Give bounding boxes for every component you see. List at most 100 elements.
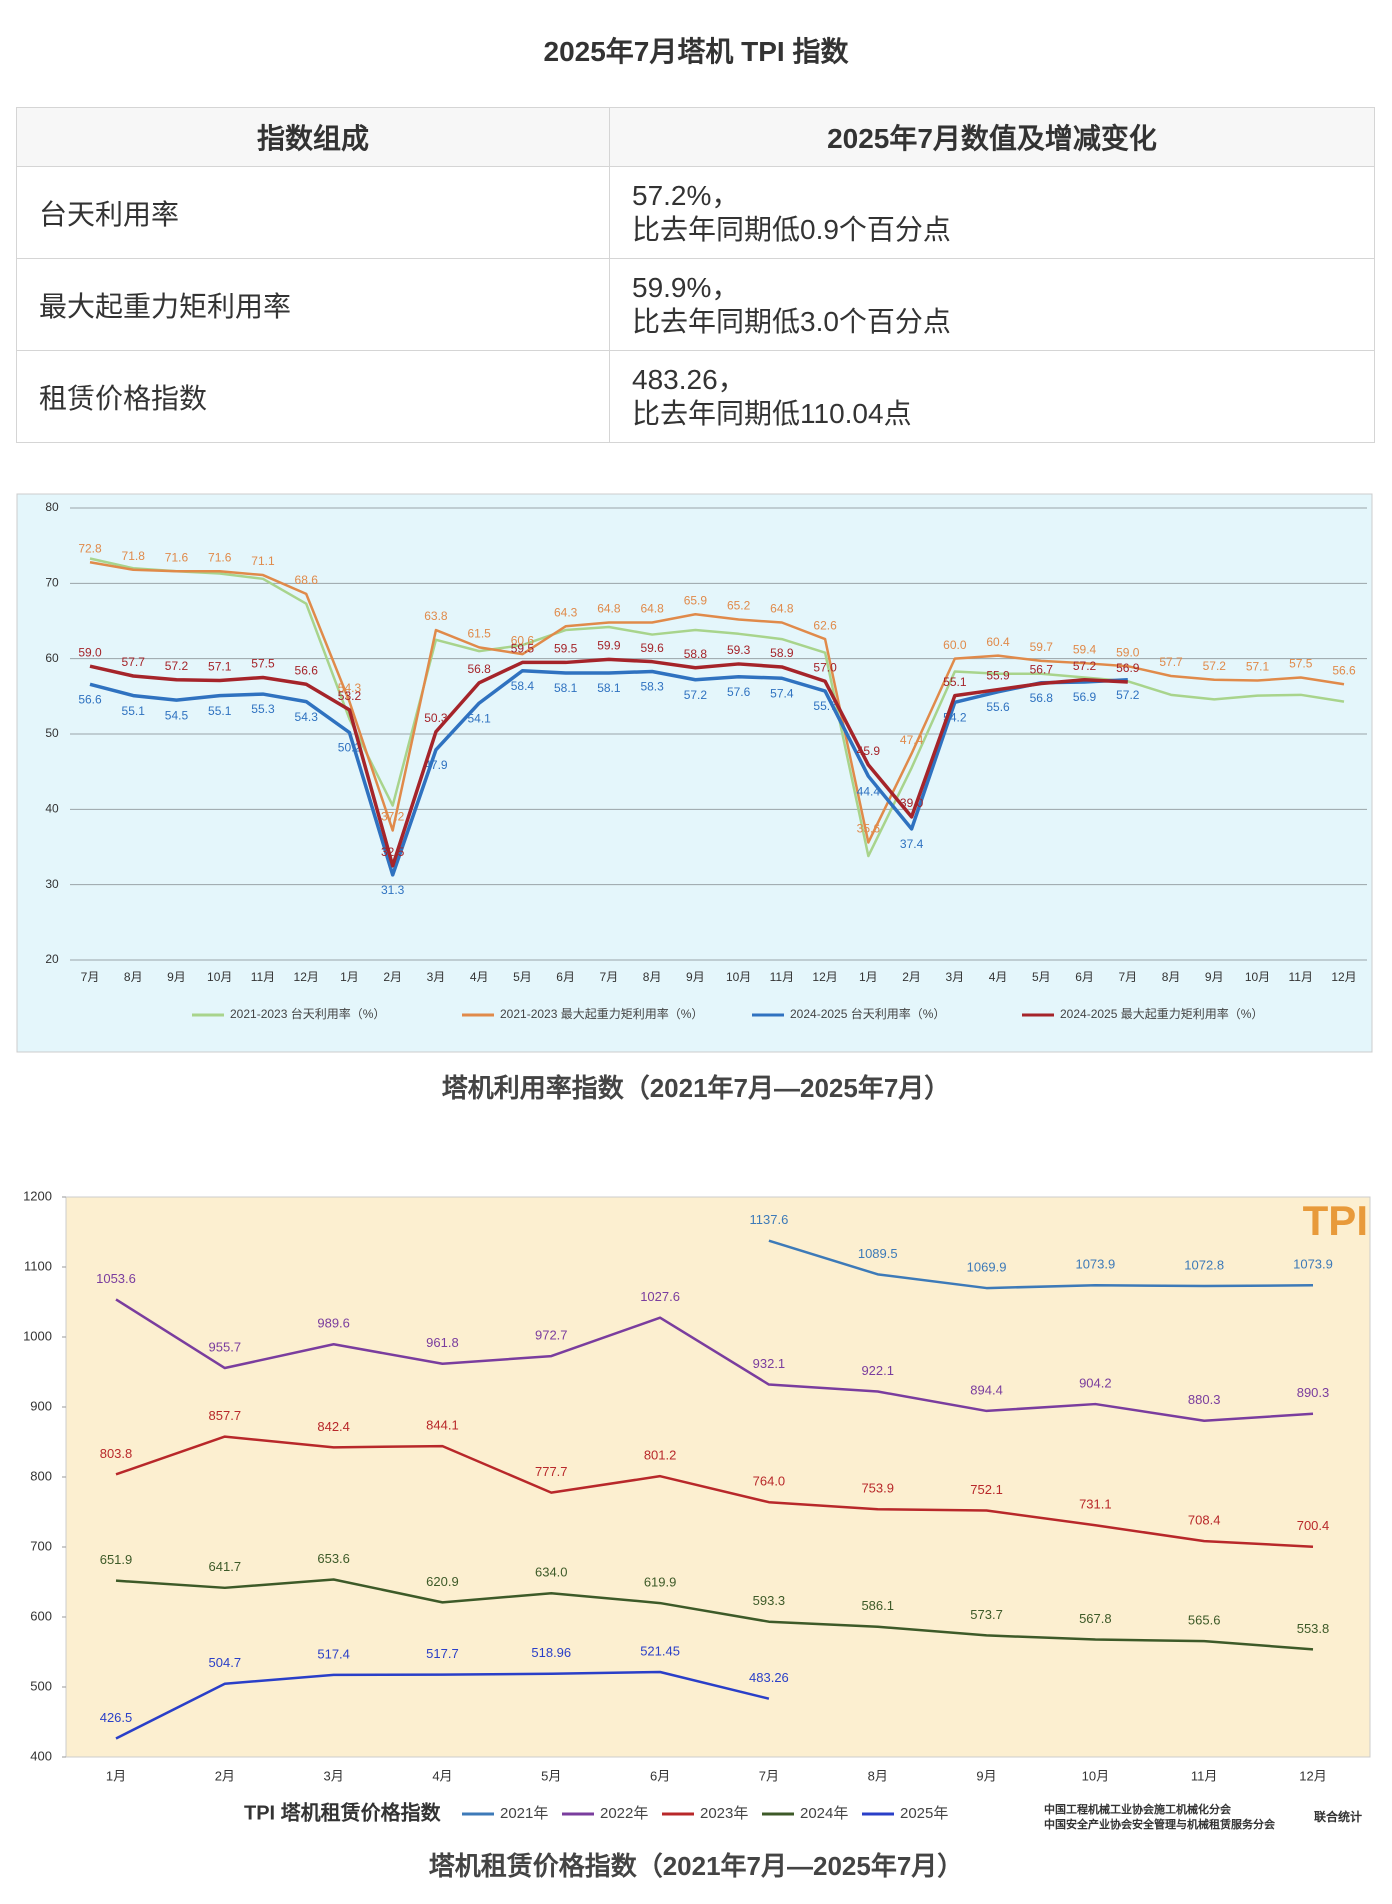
data-label: 1053.6 (96, 1271, 136, 1286)
data-label: 39.0 (900, 796, 924, 810)
x-tick-label: 10月 (207, 970, 232, 984)
data-label: 57.2 (1116, 688, 1140, 702)
x-tick-label: 7月 (81, 970, 100, 984)
data-label: 56.6 (295, 663, 319, 677)
data-label: 59.4 (1073, 642, 1097, 656)
x-tick-label: 7月 (600, 970, 619, 984)
y-tick-label: 30 (45, 877, 59, 891)
cell-line: 57.2%， (632, 179, 740, 211)
data-label: 64.8 (770, 602, 794, 616)
data-label: 972.7 (535, 1328, 568, 1343)
data-label: 65.2 (727, 599, 751, 613)
x-tick-label: 5月 (1032, 970, 1051, 984)
data-label: 1089.5 (858, 1246, 898, 1261)
data-label: 803.8 (100, 1446, 133, 1461)
legend-label: 2022年 (600, 1805, 648, 1822)
series-line (115, 1670, 770, 1740)
data-label: 842.4 (317, 1419, 350, 1434)
data-label: 59.5 (511, 642, 535, 656)
data-label: 57.2 (1073, 659, 1097, 673)
y-tick-label: 1100 (24, 1258, 52, 1273)
data-label: 553.8 (1297, 1621, 1330, 1636)
data-label: 59.0 (1116, 645, 1140, 659)
data-label: 58.4 (511, 679, 535, 693)
data-label: 752.1 (970, 1482, 1003, 1497)
data-label: 56.9 (1116, 661, 1140, 675)
legend-label: 2024-2025 最大起重力矩利用率（%） (1060, 1006, 1263, 1021)
legend-label: 2021年 (500, 1805, 548, 1822)
data-label: 1137.6 (750, 1212, 789, 1227)
data-label: 57.2 (165, 659, 189, 673)
y-tick-label: 80 (45, 500, 59, 514)
data-label: 50.3 (424, 711, 448, 725)
data-label: 59.6 (640, 641, 664, 655)
data-label: 57.6 (727, 685, 751, 699)
data-label: 764.0 (753, 1474, 786, 1489)
x-tick-label: 11月 (770, 970, 794, 984)
data-label: 777.7 (535, 1464, 568, 1479)
data-label: 1073.9 (1075, 1257, 1115, 1272)
legend-title: TPI 塔机租赁价格指数 (244, 1800, 442, 1824)
plot-background (65, 1196, 1371, 1758)
data-label: 54.1 (467, 711, 491, 725)
cell-line: 59.9%， (632, 271, 740, 303)
x-tick-label: 2月 (215, 1768, 235, 1783)
data-label: 59.9 (597, 639, 621, 653)
header-cell: 2025年7月数值及增减变化 (609, 107, 1375, 167)
x-tick-label: 12月 (1299, 1768, 1326, 1783)
data-label: 55.7 (813, 699, 837, 713)
cell-line: 比去年同期低0.9个百分点 (632, 213, 951, 245)
legend-label: 2023年 (700, 1805, 748, 1822)
data-label: 59.5 (554, 642, 578, 656)
x-tick-label: 8月 (124, 970, 143, 984)
chart-caption: 塔机租赁价格指数（2021年7月—2025年7月） (429, 1851, 964, 1881)
data-label: 56.9 (1073, 690, 1097, 704)
x-tick-label: 7月 (759, 1768, 779, 1783)
x-tick-label: 4月 (989, 970, 1008, 984)
series-line (89, 668, 1128, 877)
data-label: 65.9 (684, 593, 708, 607)
data-label: 904.2 (1079, 1375, 1112, 1390)
y-tick-label: 600 (30, 1608, 52, 1623)
data-label: 1073.9 (1293, 1257, 1333, 1272)
data-label: 961.8 (426, 1335, 459, 1350)
data-label: 517.7 (426, 1646, 459, 1661)
data-label: 56.6 (78, 692, 102, 706)
data-label: 593.3 (753, 1593, 786, 1608)
x-tick-label: 8月 (1162, 970, 1181, 984)
x-tick-label: 1月 (340, 970, 359, 984)
data-label: 55.1 (122, 704, 146, 718)
cell-line: 比去年同期低3.0个百分点 (632, 305, 951, 337)
x-tick-label: 10月 (726, 970, 751, 984)
y-tick-label: 800 (30, 1468, 52, 1483)
data-label: 45.9 (857, 744, 881, 758)
data-label: 857.7 (209, 1408, 242, 1423)
data-label: 37.2 (381, 810, 405, 824)
x-tick-label: 5月 (513, 970, 532, 984)
data-label: 60.4 (986, 635, 1010, 649)
data-label: 58.1 (597, 681, 621, 695)
data-label: 54.3 (338, 681, 362, 695)
x-tick-label: 9月 (1205, 970, 1224, 984)
data-label: 932.1 (753, 1356, 786, 1371)
data-label: 700.4 (1297, 1518, 1330, 1533)
x-tick-label: 11月 (1191, 1768, 1218, 1783)
data-label: 54.3 (295, 710, 319, 724)
data-label: 57.4 (770, 686, 794, 700)
data-label: 58.3 (640, 680, 664, 694)
data-label: 55.1 (943, 675, 967, 689)
data-label: 60.6 (511, 633, 535, 647)
cell: 最大起重力矩利用率 (16, 258, 610, 351)
data-label: 56.7 (1030, 663, 1054, 677)
data-label: 565.6 (1188, 1613, 1221, 1628)
data-label: 573.7 (970, 1607, 1003, 1622)
x-tick-label: 4月 (432, 1768, 452, 1783)
series-line (89, 557, 1345, 858)
cell: 59.9%， 比去年同期低3.0个百分点 (609, 258, 1375, 351)
series-line (115, 1578, 1314, 1651)
x-tick-label: 12月 (1331, 970, 1356, 984)
data-label: 57.0 (813, 660, 837, 674)
y-tick-label: 60 (45, 651, 59, 665)
y-tick-label: 70 (45, 576, 59, 590)
